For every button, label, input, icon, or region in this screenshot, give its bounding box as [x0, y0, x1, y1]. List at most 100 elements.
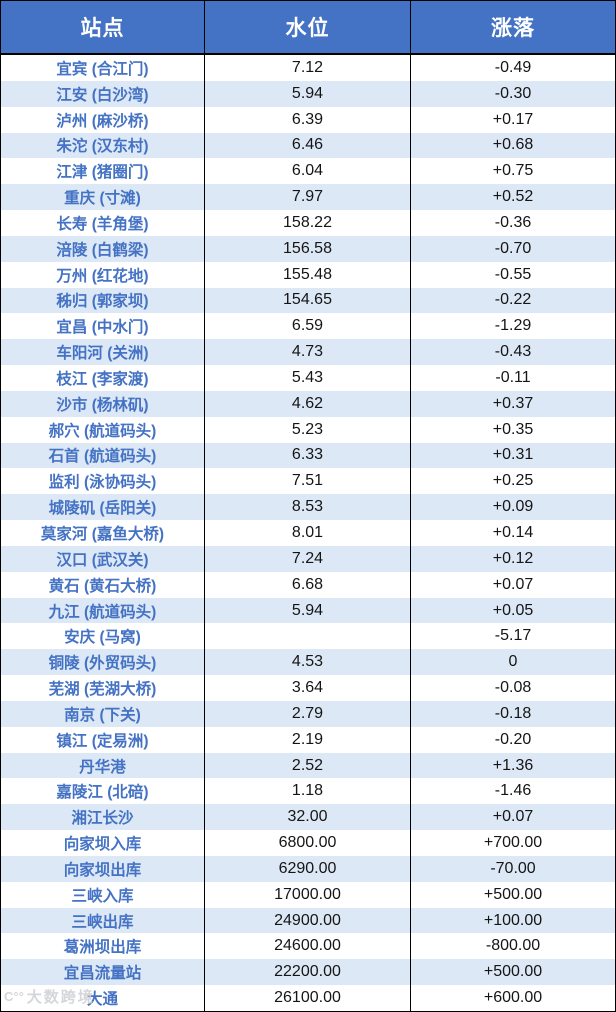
rise-fall-cell: +0.35 [492, 420, 534, 438]
water-level-cell: 6.68 [205, 571, 411, 598]
station-cell: 车阳河 (关洲) [1, 339, 205, 366]
water-level-cell [205, 623, 411, 650]
station-cell: 三峡入库 [1, 881, 205, 908]
table-row: 涪陵 (白鹤梁) 156.58 -0.70 [1, 235, 615, 262]
station-cell: 铜陵 (外贸码头) [1, 649, 205, 676]
table-row: 宜昌 (中水门) 6.59 -1.29 [1, 313, 615, 340]
station-cell: 宜宾 (合江门) [1, 55, 205, 81]
table-row: 重庆 (寸滩) 7.97 +0.52 [1, 184, 615, 211]
table-row: 丹华港 2.52 +1.36 [1, 752, 615, 779]
rise-fall-cell: -0.70 [494, 239, 532, 257]
rise-fall-cell: -0.11 [495, 368, 531, 386]
table-row: 城陵矶 (岳阳关) 8.53 +0.09 [1, 494, 615, 521]
table-row: 向家坝出库 6290.00 -70.00 [1, 855, 615, 882]
rise-fall-cell: -70.00 [490, 859, 536, 877]
water-level-cell: 7.51 [205, 468, 411, 495]
rise-fall-cell: -0.36 [494, 213, 532, 231]
water-level-cell: 26100.00 [205, 985, 411, 1011]
station-cell: 长寿 (羊角堡) [1, 210, 205, 236]
station-cell: 泸州 (麻沙桥) [1, 106, 205, 133]
water-level-cell: 6290.00 [205, 855, 411, 882]
table-row: 石首 (航道码头) 6.33 +0.31 [1, 442, 615, 469]
water-level-cell: 24900.00 [205, 907, 411, 934]
rise-fall-cell: +0.07 [492, 808, 534, 826]
water-level-cell: 6.04 [205, 158, 411, 185]
table-row: 宜昌流量站 22200.00 +500.00 [1, 959, 615, 986]
rise-fall-cell: +600.00 [483, 989, 543, 1007]
station-cell: 沙市 (杨林矶) [1, 390, 205, 417]
rise-fall-cell: +100.00 [483, 911, 543, 929]
table-row: 三峡入库 17000.00 +500.00 [1, 881, 615, 908]
rise-fall-cell: +0.12 [492, 549, 534, 567]
water-level-cell: 3.64 [205, 675, 411, 701]
rise-fall-cell: -0.43 [494, 343, 532, 361]
table-row: 向家坝入库 6800.00 +700.00 [1, 830, 615, 856]
rise-fall-cell: -0.49 [494, 58, 532, 76]
water-level-cell: 154.65 [205, 287, 411, 314]
water-level-cell: 5.94 [205, 80, 411, 107]
table-row: 南京 (下关) 2.79 -0.18 [1, 700, 615, 727]
station-cell: 宜昌流量站 [1, 959, 205, 986]
station-cell: 黄石 (黄石大桥) [1, 571, 205, 598]
table-row: 车阳河 (关洲) 4.73 -0.43 [1, 339, 615, 366]
station-cell: 万州 (红花地) [1, 261, 205, 288]
water-level-cell: 5.43 [205, 365, 411, 391]
water-level-cell: 156.58 [205, 235, 411, 262]
rise-fall-cell: -5.17 [494, 627, 532, 645]
rise-fall-cell: +0.07 [492, 575, 534, 593]
water-level-cell: 4.73 [205, 339, 411, 366]
rise-fall-cell: +0.31 [492, 446, 534, 464]
water-level-cell: 7.12 [205, 55, 411, 81]
station-cell: 葛洲坝出库 [1, 933, 205, 960]
station-cell: 芜湖 (芜湖大桥) [1, 675, 205, 701]
station-cell: 江津 (猪圈门) [1, 158, 205, 185]
table-row: 万州 (红花地) 155.48 -0.55 [1, 261, 615, 288]
station-cell: 宜昌 (中水门) [1, 313, 205, 340]
table-row: 宜宾 (合江门) 7.12 -0.49 [1, 55, 615, 81]
table-body: 宜宾 (合江门) 7.12 -0.49 江安 (白沙湾) 5.94 -0.30 泸州 (麻沙… [1, 55, 615, 1011]
table-row: 江安 (白沙湾) 5.94 -0.30 [1, 80, 615, 107]
station-cell: 汉口 (武汉关) [1, 545, 205, 572]
station-cell: 监利 (泳协码头) [1, 468, 205, 495]
water-level-cell: 24600.00 [205, 933, 411, 960]
table-row: 沙市 (杨林矶) 4.62 +0.37 [1, 390, 615, 417]
table-row: 郝穴 (航道码头) 5.23 +0.35 [1, 416, 615, 443]
table-row: 安庆 (马窝) -5.17 [1, 623, 615, 650]
station-cell: 枝江 (李家渡) [1, 365, 205, 391]
station-cell: 湘江长沙 [1, 804, 205, 831]
station-cell: 重庆 (寸滩) [1, 184, 205, 211]
station-cell: 涪陵 (白鹤梁) [1, 235, 205, 262]
rise-fall-cell: -0.55 [494, 265, 532, 283]
water-level-cell: 4.62 [205, 390, 411, 417]
water-level-cell: 158.22 [205, 210, 411, 236]
water-level-cell: 6.33 [205, 442, 411, 469]
rise-fall-cell: +0.09 [492, 498, 534, 516]
column-header-rise-fall: 涨落 [491, 17, 535, 40]
station-cell: 九江 (航道码头) [1, 597, 205, 624]
water-level-cell: 7.24 [205, 545, 411, 572]
table-row: 葛洲坝出库 24600.00 -800.00 [1, 933, 615, 960]
column-header-station: 站点 [1, 1, 205, 53]
station-cell: 向家坝出库 [1, 855, 205, 882]
table-row: 镇江 (定易洲) 2.19 -0.20 [1, 726, 615, 753]
station-cell: 丹华港 [1, 752, 205, 779]
table-row: 朱沱 (汉东村) 6.46 +0.68 [1, 132, 615, 159]
station-cell: 三峡出库 [1, 907, 205, 934]
station-cell: 莫家河 (嘉鱼大桥) [1, 520, 205, 546]
table-row: 黄石 (黄石大桥) 6.68 +0.07 [1, 571, 615, 598]
table-row: 秭归 (郭家坝) 154.65 -0.22 [1, 287, 615, 314]
rise-fall-cell: +0.25 [492, 472, 534, 490]
station-cell: 朱沱 (汉东村) [1, 132, 205, 159]
rise-fall-cell: +0.17 [492, 110, 534, 128]
water-level-cell: 6.59 [205, 313, 411, 340]
rise-fall-cell: +0.14 [492, 523, 534, 541]
rise-fall-cell: -0.18 [494, 704, 532, 722]
rise-fall-cell: 0 [508, 653, 518, 671]
rise-fall-cell: -0.30 [494, 84, 532, 102]
station-cell: 郝穴 (航道码头) [1, 416, 205, 443]
water-level-cell: 8.53 [205, 494, 411, 521]
table-row: 莫家河 (嘉鱼大桥) 8.01 +0.14 [1, 520, 615, 546]
rise-fall-cell: +0.75 [492, 162, 534, 180]
table-row: 三峡出库 24900.00 +100.00 [1, 907, 615, 934]
